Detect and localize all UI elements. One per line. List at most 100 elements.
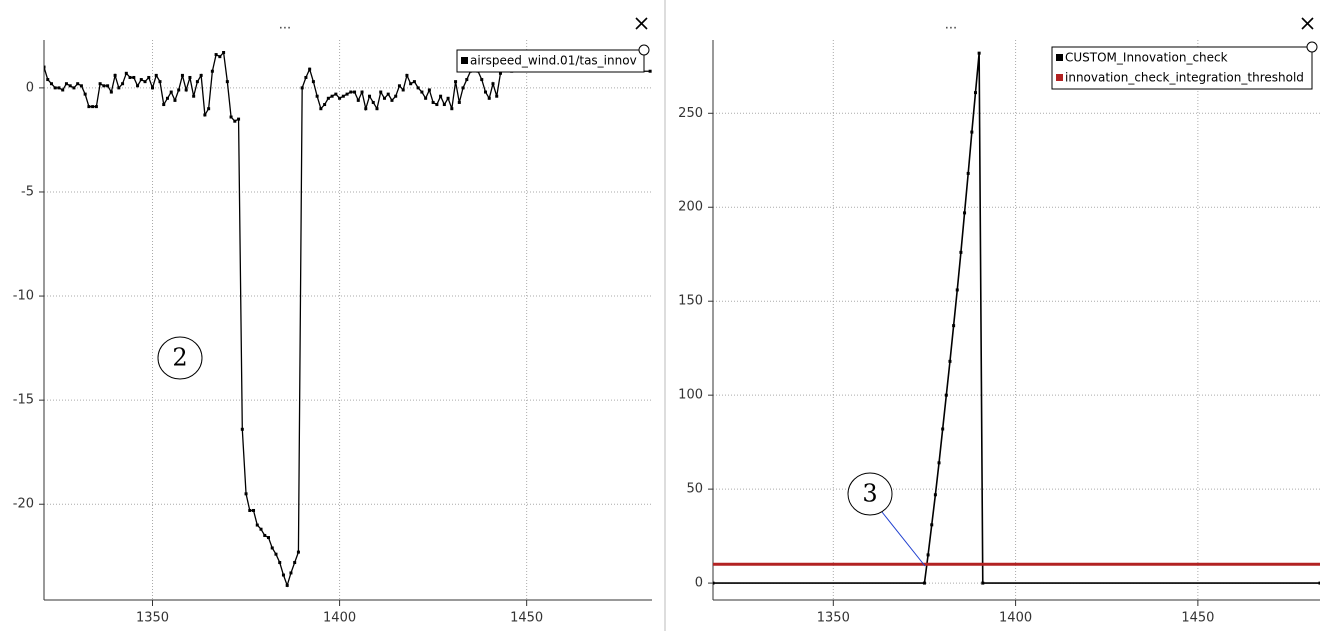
- data-point: [214, 53, 218, 57]
- data-point: [427, 88, 431, 92]
- data-point: [285, 583, 289, 587]
- data-point: [151, 86, 155, 90]
- close-icon[interactable]: [1301, 17, 1314, 30]
- data-point: [326, 96, 330, 100]
- data-point: [442, 103, 446, 107]
- data-point: [465, 78, 469, 82]
- data-point: [311, 80, 315, 84]
- data-point: [274, 552, 278, 556]
- y-tick-label: 150: [678, 294, 703, 309]
- data-point: [293, 561, 297, 565]
- x-tick-label: 1450: [510, 611, 543, 626]
- data-point: [941, 427, 945, 431]
- data-point: [244, 492, 248, 496]
- data-point: [713, 581, 715, 585]
- y-tick-label: 0: [695, 576, 703, 591]
- data-point: [180, 73, 184, 77]
- data-point: [981, 581, 985, 585]
- data-point: [341, 94, 345, 98]
- x-tick-label: 1450: [1181, 611, 1214, 626]
- data-point: [233, 119, 237, 123]
- data-point: [252, 508, 256, 512]
- data-point: [338, 96, 342, 100]
- legend-label: airspeed_wind.01/tas_innov: [470, 54, 637, 68]
- panel-title: ...: [279, 18, 291, 33]
- data-point: [117, 86, 121, 90]
- data-point: [68, 84, 72, 88]
- data-point: [926, 553, 930, 557]
- data-point: [278, 561, 282, 565]
- data-point: [364, 107, 368, 111]
- data-point: [386, 92, 390, 96]
- data-point: [948, 359, 952, 363]
- data-point: [491, 82, 495, 86]
- legend-label: innovation_check_integration_threshold: [1065, 71, 1304, 85]
- data-point: [360, 90, 364, 94]
- data-point: [933, 493, 937, 497]
- data-point: [263, 533, 267, 537]
- data-point: [136, 84, 140, 88]
- data-point: [930, 523, 934, 527]
- data-point: [495, 94, 499, 98]
- data-point: [963, 211, 967, 215]
- data-point: [162, 103, 166, 107]
- data-point: [296, 550, 300, 554]
- data-point: [420, 90, 424, 94]
- y-tick-label: 200: [678, 200, 703, 215]
- data-point: [394, 94, 398, 98]
- data-point: [922, 581, 926, 585]
- data-point: [106, 84, 110, 88]
- data-point: [61, 88, 65, 92]
- data-point: [44, 65, 46, 69]
- data-point: [300, 86, 304, 90]
- data-point: [72, 86, 76, 90]
- y-tick-label: -20: [13, 497, 34, 512]
- x-tick-label: 1350: [136, 611, 169, 626]
- data-point: [379, 90, 383, 94]
- data-point: [323, 103, 327, 107]
- data-point: [304, 75, 308, 79]
- data-point: [966, 171, 970, 175]
- data-point: [409, 82, 413, 86]
- data-point: [147, 75, 151, 79]
- data-point: [128, 75, 132, 79]
- data-point: [319, 107, 323, 111]
- data-point: [446, 96, 450, 100]
- data-point: [87, 105, 91, 109]
- y-tick-label: 0: [26, 80, 34, 95]
- legend-box: [1051, 46, 1313, 90]
- data-point: [315, 94, 319, 98]
- data-point: [457, 100, 461, 104]
- data-point: [57, 86, 61, 90]
- data-point: [270, 546, 274, 550]
- data-point: [177, 88, 181, 92]
- y-tick-label: -10: [13, 289, 34, 304]
- data-point: [83, 92, 87, 96]
- annotation-pointer: [881, 511, 926, 567]
- legend-swatch: [1056, 54, 1063, 61]
- data-point: [165, 96, 169, 100]
- data-point: [648, 69, 652, 73]
- data-point: [210, 69, 214, 73]
- data-point: [431, 100, 435, 104]
- data-point: [91, 105, 95, 109]
- series-line: [713, 53, 1320, 584]
- close-icon[interactable]: [635, 17, 648, 30]
- data-point: [330, 94, 334, 98]
- data-point: [64, 82, 68, 86]
- data-point: [439, 94, 443, 98]
- data-point: [184, 88, 188, 92]
- data-point: [973, 91, 977, 95]
- data-point: [218, 55, 222, 59]
- series-line: [44, 51, 651, 588]
- data-point: [222, 50, 226, 54]
- data-point: [308, 67, 312, 71]
- data-point: [281, 573, 285, 577]
- data-point: [248, 508, 252, 512]
- data-point: [113, 73, 117, 77]
- x-tick-label: 1400: [323, 611, 356, 626]
- data-point: [79, 84, 83, 88]
- data-point: [356, 98, 360, 102]
- y-tick-label: -5: [21, 184, 34, 199]
- panel-title: ...: [945, 18, 957, 33]
